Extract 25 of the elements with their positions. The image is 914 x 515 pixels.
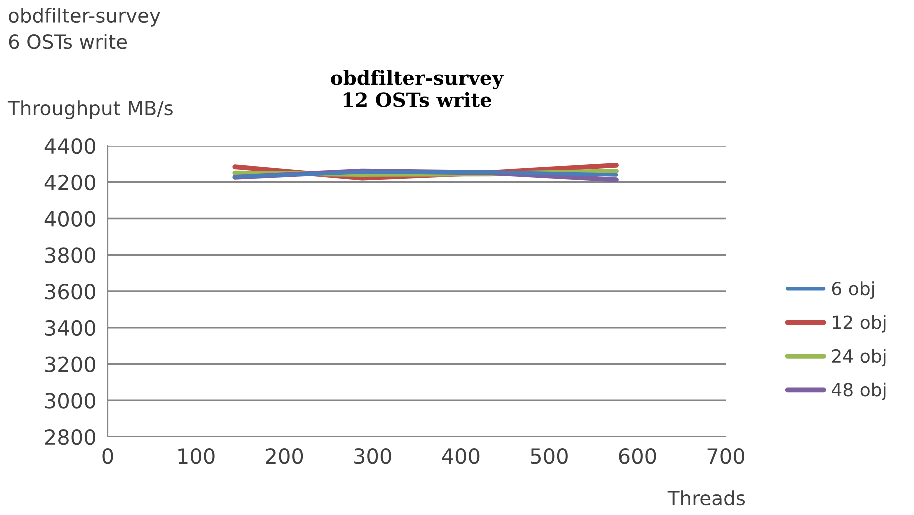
x-tick-label: 0 (102, 448, 114, 464)
x-tick-label: 200 (266, 448, 304, 464)
legend-label: 48 obj (832, 382, 886, 400)
y-tick-label: 3000 (45, 393, 96, 409)
y-tick-label: 2800 (45, 429, 96, 446)
y-tick-label: 4400 (44, 138, 96, 154)
y-tick-label: 4000 (44, 211, 96, 227)
x-tick-label: 300 (354, 448, 392, 464)
legend-label: 6 obj (832, 282, 874, 300)
y-tick-label: 3600 (45, 284, 96, 300)
chart-title: obdfilter-survey 12 OSTs write (331, 70, 504, 108)
x-tick-label: 400 (442, 448, 480, 464)
legend-label: 24 obj (832, 349, 886, 367)
legend-label: 12 obj (833, 315, 886, 333)
x-tick-label: 100 (178, 448, 215, 464)
x-tick-label: 700 (708, 448, 744, 464)
y-tick-label: 3200 (45, 356, 96, 372)
y-tick-label: 3400 (45, 320, 96, 336)
y-tick-label: 3800 (45, 248, 96, 264)
y-axis-title: Throughput MB/s (8, 100, 173, 120)
y-tick-label: 4200 (44, 174, 96, 191)
x-tick-label: 500 (531, 448, 568, 464)
text: obdfilter-survey 6 OSTs write (9, 8, 160, 50)
x-axis-title: Threads (668, 490, 746, 506)
x-tick-label: 600 (619, 448, 656, 464)
